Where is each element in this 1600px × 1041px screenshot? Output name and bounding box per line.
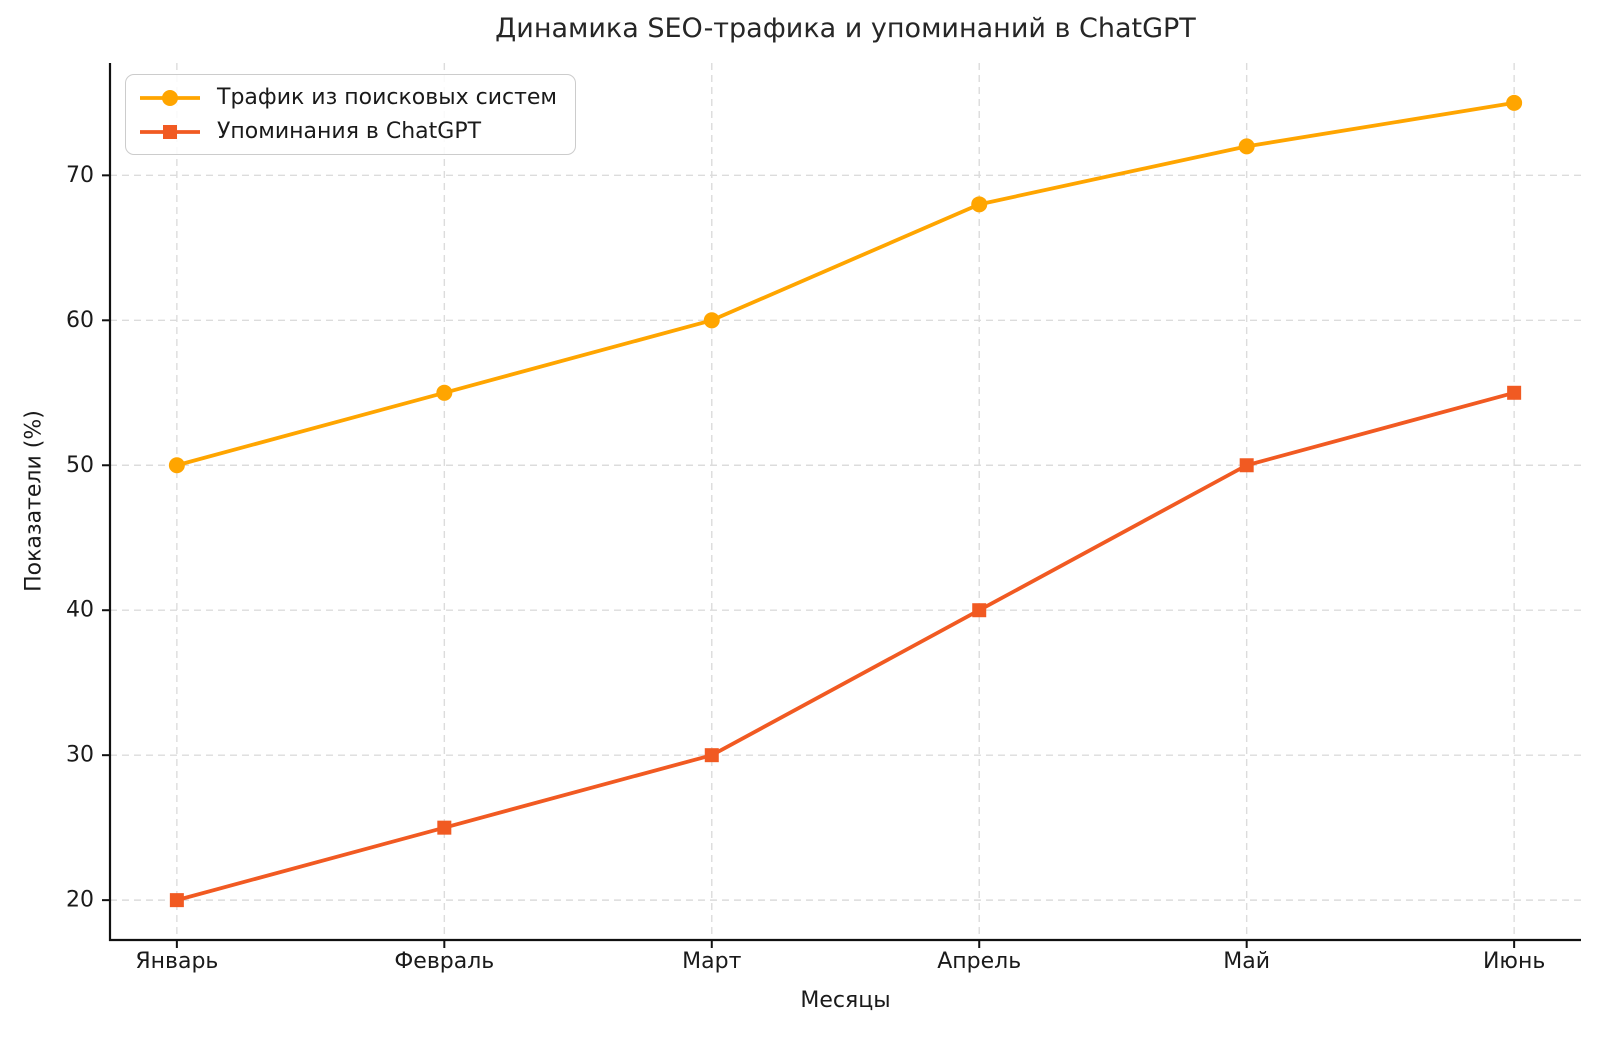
legend-item-chatgpt-mentions: Упоминания в ChatGPT [137,119,557,144]
svg-text:Январь: Январь [135,949,218,974]
svg-text:Апрель: Апрель [937,949,1021,974]
svg-text:30: 30 [66,743,94,768]
legend: Трафик из поисковых систем Упоминания в … [125,74,577,155]
svg-text:50: 50 [66,453,94,478]
legend-item-search-traffic: Трафик из поисковых систем [137,85,557,110]
svg-text:Февраль: Февраль [394,949,494,974]
legend-label-chatgpt-mentions: Упоминания в ChatGPT [217,119,482,144]
line-circle-marker-icon [140,89,200,106]
svg-text:20: 20 [66,888,94,913]
svg-text:Май: Май [1223,949,1270,974]
line-square-marker-icon [140,124,200,139]
svg-text:40: 40 [66,598,94,623]
chart-title: Динамика SEO-трафика и упоминаний в Chat… [495,13,1196,44]
x-axis-title: Месяцы [800,988,891,1013]
legend-label-search-traffic: Трафик из поисковых систем [217,85,558,110]
y-axis-title: Показатели (%) [21,410,47,592]
svg-text:Июнь: Июнь [1483,949,1545,974]
svg-text:70: 70 [66,163,94,188]
svg-text:Март: Март [682,949,741,974]
svg-text:60: 60 [66,308,94,333]
